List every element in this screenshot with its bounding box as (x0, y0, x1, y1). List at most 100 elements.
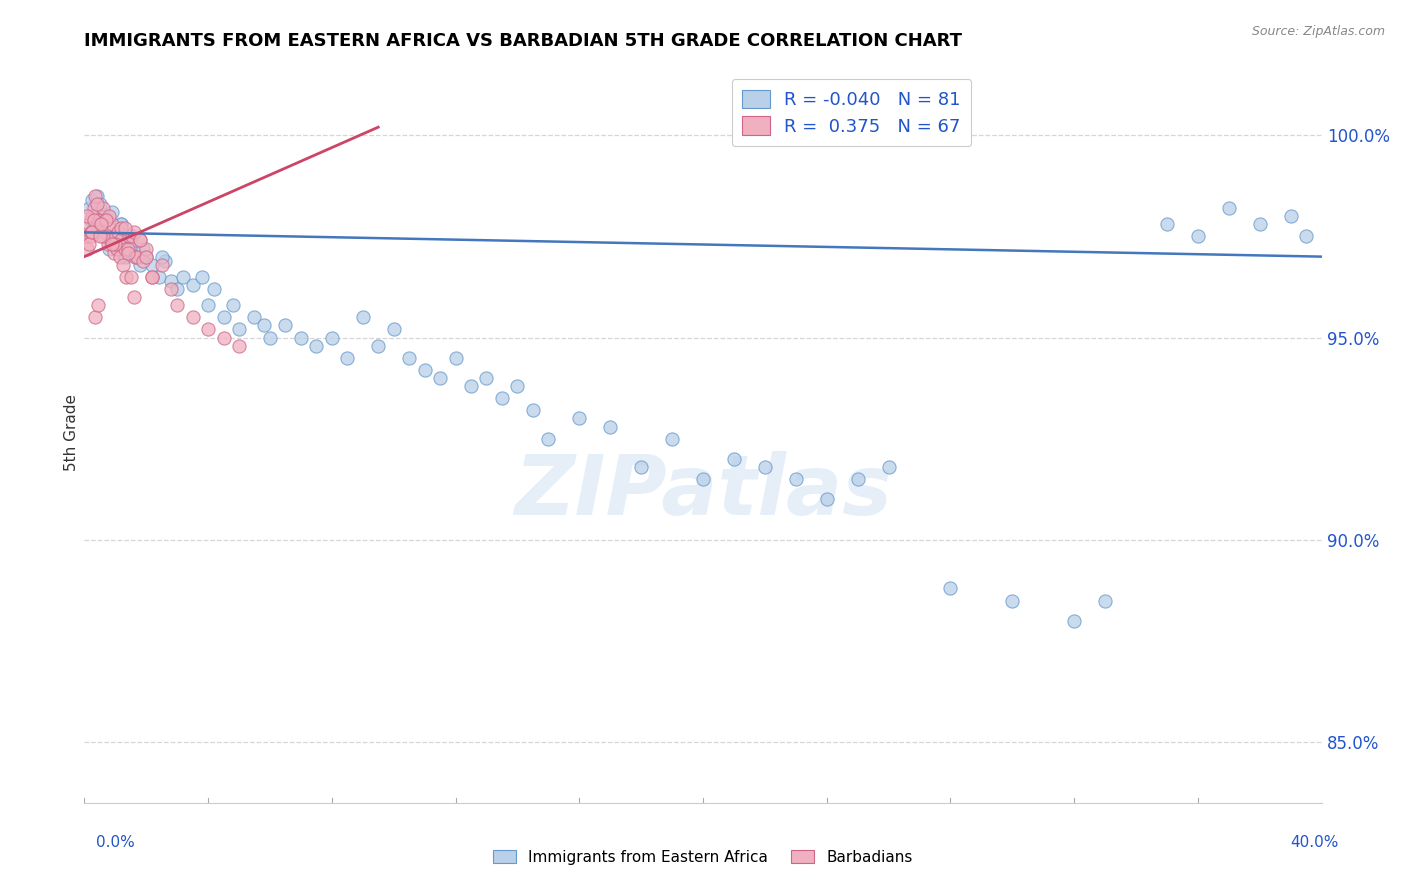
Point (367, 338, 389, 352)
Point (153, 253, 176, 268)
Point (1094, 593, 1116, 607)
Text: Source: ZipAtlas.com: Source: ZipAtlas.com (1251, 25, 1385, 38)
Point (90, 221, 112, 235)
Point (79, 213, 101, 227)
Point (101, 205, 124, 219)
Point (101, 217, 124, 231)
Point (112, 258, 135, 272)
Point (181, 277, 204, 292)
Point (89, 217, 111, 231)
Point (723, 451, 745, 466)
Point (110, 217, 132, 231)
Point (877, 460, 900, 475)
Point (129, 234, 152, 248)
Point (568, 411, 591, 425)
Point (661, 432, 683, 446)
Point (94, 213, 117, 227)
Point (1187, 229, 1209, 244)
Point (90, 217, 112, 231)
Point (222, 298, 245, 312)
Point (148, 269, 170, 284)
Point (110, 217, 132, 231)
Point (141, 258, 163, 272)
Point (202, 282, 225, 296)
Point (122, 245, 145, 260)
Point (135, 250, 157, 264)
Point (132, 242, 155, 256)
Point (382, 322, 405, 336)
Point (444, 351, 467, 365)
Point (122, 225, 145, 239)
Point (160, 282, 183, 296)
Point (815, 492, 838, 507)
Point (94, 213, 117, 227)
Point (76, 242, 98, 256)
Point (191, 269, 214, 284)
Point (150, 250, 173, 264)
Point (305, 338, 328, 352)
Point (87, 221, 110, 235)
Text: IMMIGRANTS FROM EASTERN AFRICA VS BARBADIAN 5TH GRADE CORRELATION CHART: IMMIGRANTS FROM EASTERN AFRICA VS BARBAD… (84, 32, 962, 50)
Point (103, 245, 125, 260)
Point (115, 269, 138, 284)
Point (87, 213, 110, 227)
Point (121, 229, 143, 244)
Point (107, 225, 129, 239)
Point (939, 582, 962, 596)
Point (846, 472, 869, 486)
Point (141, 269, 163, 284)
Legend: Immigrants from Eastern Africa, Barbadians: Immigrants from Eastern Africa, Barbadia… (486, 844, 920, 871)
Point (1001, 593, 1024, 607)
Point (91, 229, 114, 244)
Point (98, 221, 121, 235)
Point (82, 225, 104, 239)
Y-axis label: 5th Grade: 5th Grade (63, 394, 79, 471)
Point (429, 371, 451, 385)
Point (114, 221, 136, 235)
Point (89, 197, 111, 211)
Point (150, 258, 173, 272)
Point (135, 250, 157, 264)
Point (91, 225, 114, 239)
Point (84, 189, 107, 203)
Point (692, 472, 714, 486)
Point (228, 338, 250, 352)
Point (1156, 217, 1178, 231)
Point (1249, 217, 1271, 231)
Point (107, 242, 129, 256)
Point (98, 209, 121, 223)
Point (117, 245, 139, 260)
Point (785, 472, 807, 486)
Point (599, 419, 621, 434)
Point (98, 242, 121, 256)
Point (117, 242, 139, 256)
Point (754, 460, 776, 475)
Point (243, 310, 266, 325)
Point (94, 209, 117, 223)
Point (336, 351, 359, 365)
Point (104, 229, 127, 244)
Point (114, 242, 136, 256)
Point (82, 209, 104, 223)
Point (181, 310, 204, 325)
Point (290, 330, 312, 344)
Point (398, 351, 420, 365)
Point (122, 290, 145, 304)
Point (110, 221, 132, 235)
Point (117, 229, 139, 244)
Legend: R = -0.040   N = 81, R =  0.375   N = 67: R = -0.040 N = 81, R = 0.375 N = 67 (731, 78, 972, 146)
Point (475, 371, 498, 385)
Point (91, 201, 114, 215)
Point (75, 229, 97, 244)
Point (1279, 209, 1302, 223)
Point (135, 242, 157, 256)
Point (114, 250, 136, 264)
Point (212, 310, 235, 325)
Point (1063, 614, 1085, 628)
Point (129, 234, 152, 248)
Text: ZIPatlas: ZIPatlas (515, 451, 891, 533)
Point (274, 318, 297, 333)
Point (87, 298, 110, 312)
Point (93, 225, 115, 239)
Point (110, 234, 132, 248)
